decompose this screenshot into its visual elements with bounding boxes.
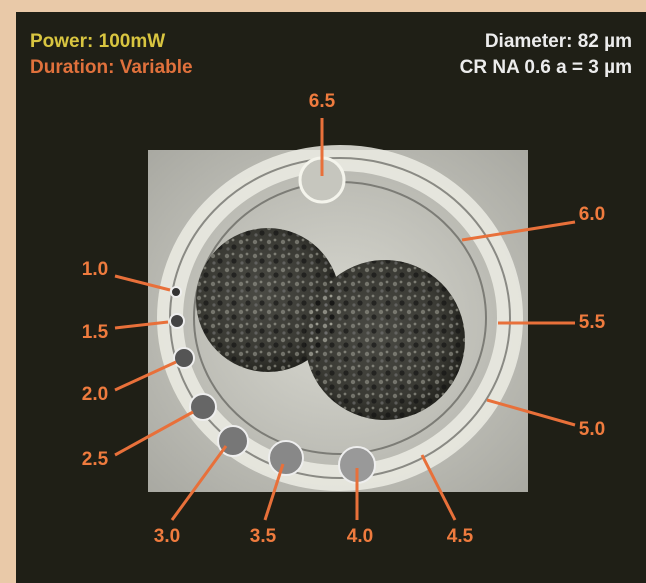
power-label: 2.0 <box>82 384 108 405</box>
micrograph <box>148 150 528 492</box>
power-text: Power: 100mW <box>30 31 165 52</box>
objective-text: CR NA 0.6 a = 3 µm <box>460 57 632 78</box>
power-label: 6.0 <box>579 204 605 225</box>
power-label: 2.5 <box>82 449 109 470</box>
power-label: 6.5 <box>309 91 336 112</box>
duration-text: Duration: Variable <box>30 57 193 78</box>
diameter-text: Diameter: 82 µm <box>485 31 632 52</box>
power-label: 4.5 <box>447 526 474 547</box>
power-label: 5.5 <box>579 312 606 333</box>
power-label: 5.0 <box>579 419 605 440</box>
figure: Power: 100mW Duration: Variable Diameter… <box>0 0 646 583</box>
power-label: 1.0 <box>82 259 108 280</box>
power-label: 1.5 <box>82 322 109 343</box>
power-label: 3.5 <box>250 526 277 547</box>
power-label: 4.0 <box>347 526 373 547</box>
power-label: 3.0 <box>154 526 180 547</box>
